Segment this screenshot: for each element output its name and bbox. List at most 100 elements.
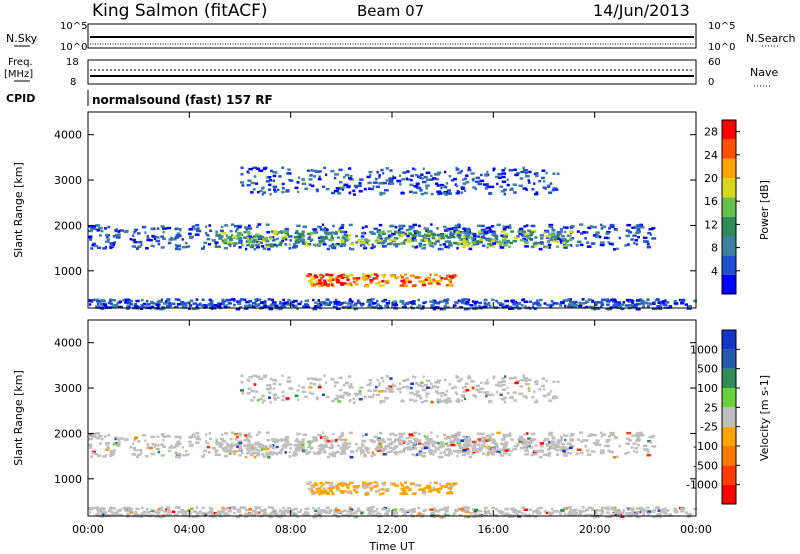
velocity-cell: [253, 383, 257, 386]
velocity-cell: [296, 443, 300, 447]
power-cell: [247, 179, 251, 182]
power-cell: [367, 181, 372, 185]
power-cell: [219, 302, 222, 306]
velocity-cell: [590, 450, 596, 453]
velocity-cell: [430, 400, 434, 404]
power-cell: [194, 233, 200, 236]
power-cell: [418, 231, 422, 234]
power-cell: [242, 236, 248, 239]
velocity-cell: [475, 384, 480, 388]
velocity-cell: [314, 509, 318, 513]
power-cell: [210, 304, 215, 308]
power-cell: [425, 184, 430, 187]
power-cell: [493, 240, 497, 243]
velocity-cell: [295, 438, 299, 441]
power-cell: [384, 237, 389, 240]
velocity-cell: [421, 491, 427, 495]
power-cell: [347, 234, 352, 237]
velocity-cell: [376, 379, 379, 382]
velocity-cell: [262, 399, 266, 402]
power-cell: [302, 242, 307, 246]
velocity-cell: [281, 512, 286, 515]
power-cell: [465, 300, 470, 304]
velocity-cell: [527, 437, 531, 440]
power-cell: [88, 225, 91, 228]
velocity-cell: [585, 508, 590, 511]
power-cell: [166, 298, 171, 301]
velocity-cell: [272, 382, 277, 386]
power-cell: [310, 232, 315, 235]
velocity-cell: [406, 448, 412, 451]
velocity-cell: [545, 453, 549, 457]
velocity-cell: [342, 481, 346, 485]
power-cell: [437, 305, 440, 309]
velocity-cell: [313, 383, 317, 386]
velocity-cell: [437, 513, 440, 517]
velocity-cell: [585, 513, 589, 517]
velocity-cell: [419, 397, 423, 400]
power-cell: [452, 241, 458, 245]
power-cell: [370, 246, 374, 250]
power-cell: [232, 242, 238, 245]
velocity-cell: [338, 376, 343, 380]
power-cell: [373, 273, 378, 276]
power-cell: [340, 276, 345, 279]
power-cell: [312, 230, 317, 233]
power-cell: [406, 170, 410, 173]
power-cell: [413, 184, 419, 188]
power-cell: [304, 187, 309, 191]
power-cell: [314, 301, 318, 305]
power-cell: [94, 298, 100, 302]
power-cell: [338, 168, 343, 172]
velocity-cell: [135, 455, 139, 459]
y-tick-label: 3000: [54, 382, 82, 395]
velocity-cell: [628, 439, 633, 442]
velocity-cell: [472, 440, 477, 444]
power-cell: [361, 231, 365, 235]
power-cell: [595, 307, 600, 311]
velocity-cell: [191, 515, 197, 519]
velocity-cell: [440, 485, 444, 488]
velocity-cell: [247, 379, 251, 382]
velocity-cell: [444, 401, 448, 404]
power-cell: [162, 227, 167, 230]
velocity-cell: [245, 436, 249, 439]
power-cell: [455, 184, 459, 188]
power-cell: [265, 223, 270, 227]
power-cell: [411, 234, 416, 237]
velocity-cell: [369, 481, 373, 485]
power-cell: [295, 239, 299, 243]
velocity-cell: [489, 512, 492, 516]
power-cell: [499, 244, 502, 247]
velocity-cell: [376, 482, 379, 485]
velocity-cell: [421, 454, 427, 458]
power-cell: [140, 243, 143, 247]
velocity-cell: [570, 445, 575, 448]
velocity-cell: [352, 488, 356, 492]
velocity-cell: [89, 446, 93, 449]
velocity-cell: [139, 448, 143, 452]
power-cell: [323, 279, 327, 282]
velocity-cell: [292, 450, 297, 454]
power-cell: [384, 238, 387, 241]
power-cell: [421, 180, 427, 184]
velocity-cell: [436, 398, 442, 402]
velocity-cell: [627, 451, 630, 454]
power-cell: [556, 235, 560, 238]
power-cell: [118, 300, 123, 303]
velocity-cell: [499, 449, 505, 452]
power-cell: [618, 236, 622, 240]
power-cell: [236, 228, 239, 231]
power-cell: [439, 243, 442, 247]
freq-label: Freq.: [8, 57, 33, 68]
velocity-cell: [600, 435, 604, 438]
power-cell: [358, 181, 362, 185]
power-cell: [517, 230, 520, 233]
velocity-cell: [399, 450, 403, 453]
power-cell: [434, 300, 437, 303]
velocity-cell: [527, 387, 530, 390]
power-cell: [366, 299, 372, 303]
power-cell: [657, 301, 661, 304]
velocity-cell: [96, 454, 102, 458]
power-cell: [256, 245, 260, 249]
